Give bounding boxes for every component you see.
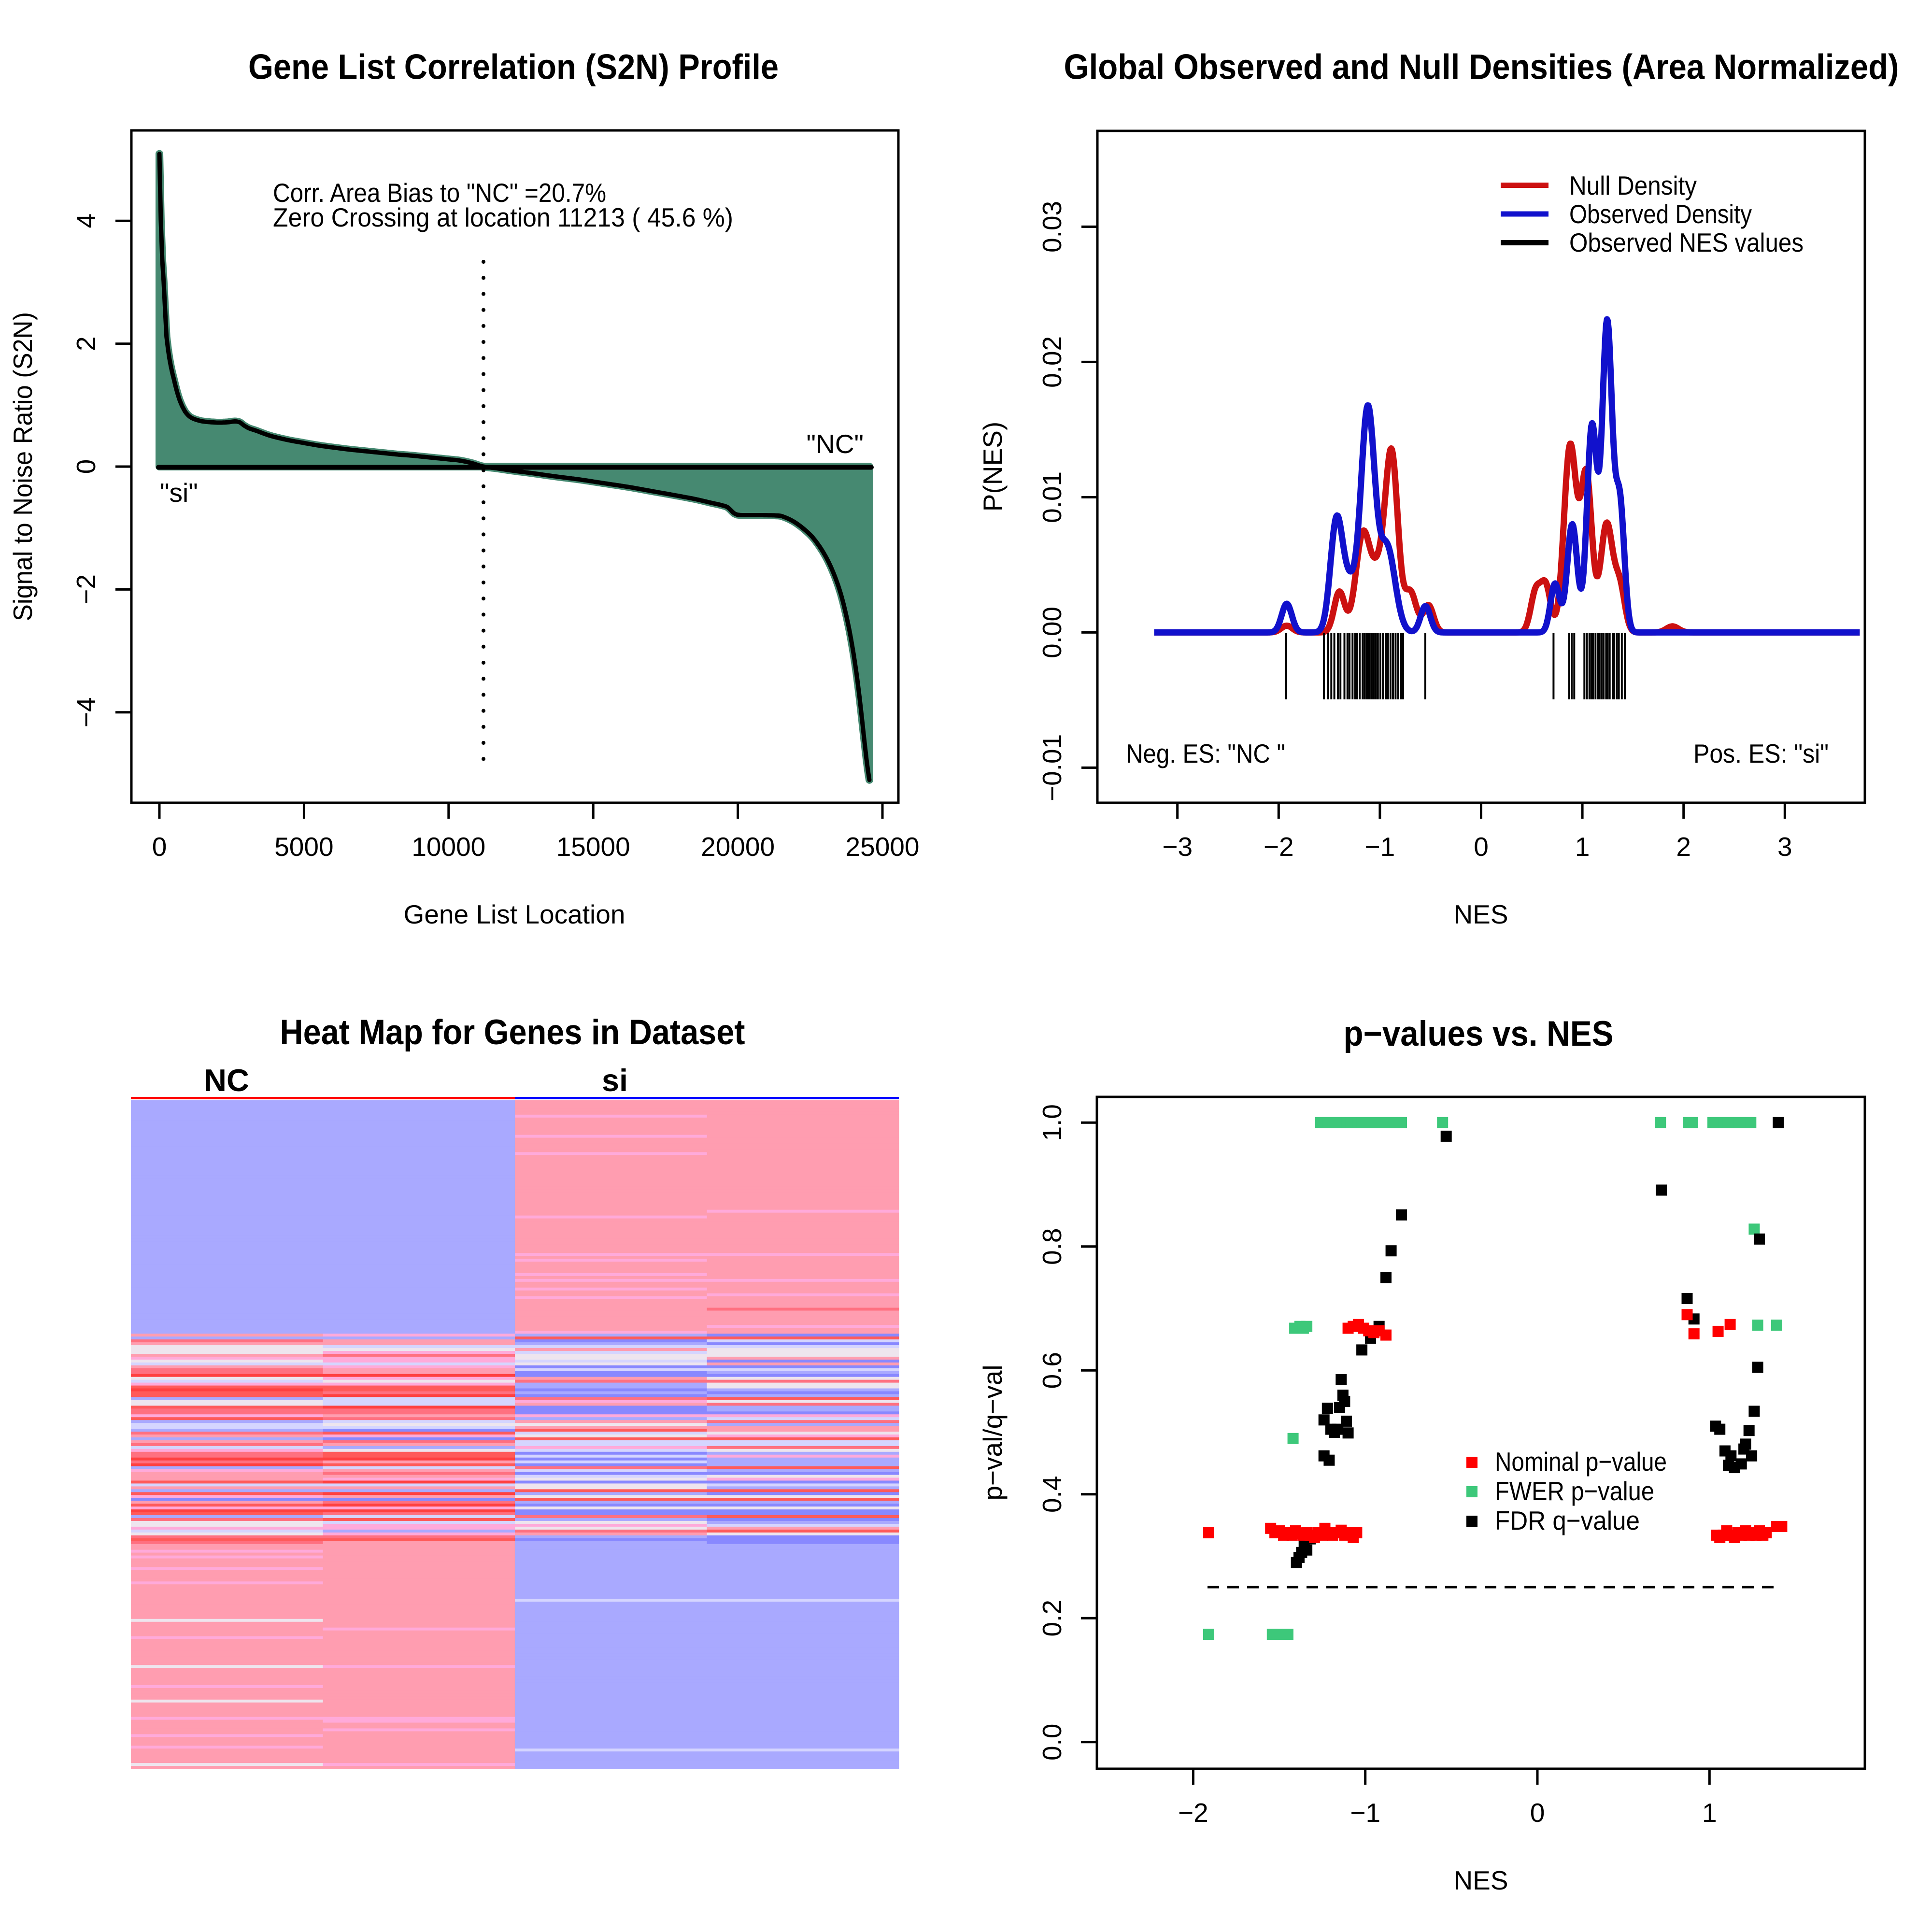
svg-text:si: si [602, 1063, 628, 1098]
svg-text:Null Density: Null Density [1569, 170, 1697, 200]
svg-text:0.8: 0.8 [1037, 1228, 1067, 1264]
svg-text:10000: 10000 [412, 832, 485, 862]
svg-text:−2: −2 [1178, 1798, 1208, 1828]
svg-text:NES: NES [1453, 1865, 1508, 1895]
svg-text:0.03: 0.03 [1037, 201, 1067, 253]
svg-text:0: 0 [1530, 1798, 1545, 1828]
svg-text:−1: −1 [1365, 832, 1395, 862]
svg-text:15000: 15000 [556, 832, 630, 862]
svg-text:1.0: 1.0 [1037, 1104, 1067, 1141]
svg-text:5000: 5000 [274, 832, 333, 862]
svg-text:"si": "si" [160, 478, 198, 508]
svg-text:p−values vs. NES: p−values vs. NES [1344, 1014, 1614, 1053]
svg-text:−2: −2 [1264, 832, 1294, 862]
svg-text:4: 4 [71, 213, 101, 228]
svg-text:0.0: 0.0 [1037, 1724, 1067, 1761]
svg-text:−0.01: −0.01 [1037, 734, 1067, 801]
svg-text:1: 1 [1575, 832, 1590, 862]
svg-text:Signal to Noise Ratio (S2N): Signal to Noise Ratio (S2N) [8, 312, 38, 621]
svg-text:−1: −1 [1350, 1798, 1380, 1828]
svg-text:P(NES): P(NES) [978, 422, 1008, 511]
svg-text:2: 2 [1676, 832, 1691, 862]
svg-text:0: 0 [71, 459, 101, 474]
svg-text:NES: NES [1453, 899, 1508, 929]
svg-text:Gene List Location: Gene List Location [404, 899, 625, 929]
svg-text:Heat Map for Genes in Dataset: Heat Map for Genes in Dataset [280, 1013, 745, 1052]
svg-text:1: 1 [1702, 1798, 1717, 1828]
svg-text:0.02: 0.02 [1037, 336, 1067, 388]
svg-text:−4: −4 [71, 697, 101, 727]
svg-text:Neg. ES: "NC ": Neg. ES: "NC " [1126, 739, 1285, 768]
svg-text:Pos. ES: "si": Pos. ES: "si" [1693, 739, 1829, 768]
svg-text:Observed NES values: Observed NES values [1569, 227, 1804, 257]
svg-text:0.01: 0.01 [1037, 471, 1067, 523]
svg-text:Corr. Area Bias to "NC" =20.7%: Corr. Area Bias to "NC" =20.7% [273, 178, 606, 208]
svg-text:−3: −3 [1162, 832, 1193, 862]
svg-text:2: 2 [71, 336, 101, 351]
svg-text:Zero Crossing at location 112: Zero Crossing at location 11213 ( 45.6 %… [273, 202, 733, 232]
svg-text:p−val/q−val: p−val/q−val [978, 1364, 1008, 1500]
svg-text:20000: 20000 [701, 832, 775, 862]
svg-text:−2: −2 [71, 574, 101, 605]
svg-text:"NC": "NC" [807, 429, 864, 459]
svg-text:0.2: 0.2 [1037, 1600, 1067, 1636]
svg-text:0: 0 [1474, 832, 1489, 862]
svg-text:FDR q−value: FDR q−value [1495, 1506, 1640, 1535]
svg-text:Nominal p−value: Nominal p−value [1495, 1447, 1667, 1477]
svg-text:0.00: 0.00 [1037, 607, 1067, 658]
svg-text:Gene List Correlation (S2N) Pr: Gene List Correlation (S2N) Profile [248, 48, 779, 87]
svg-text:0: 0 [152, 832, 167, 862]
svg-text:25000: 25000 [846, 832, 920, 862]
svg-text:0.6: 0.6 [1037, 1352, 1067, 1389]
svg-text:0.4: 0.4 [1037, 1476, 1067, 1513]
svg-text:NC: NC [204, 1063, 249, 1098]
svg-text:Global Observed and Null Densi: Global Observed and Null Densities (Area… [1064, 48, 1899, 87]
svg-text:Observed Density: Observed Density [1569, 199, 1752, 229]
svg-text:3: 3 [1777, 832, 1792, 862]
svg-text:FWER p−value: FWER p−value [1495, 1476, 1654, 1506]
